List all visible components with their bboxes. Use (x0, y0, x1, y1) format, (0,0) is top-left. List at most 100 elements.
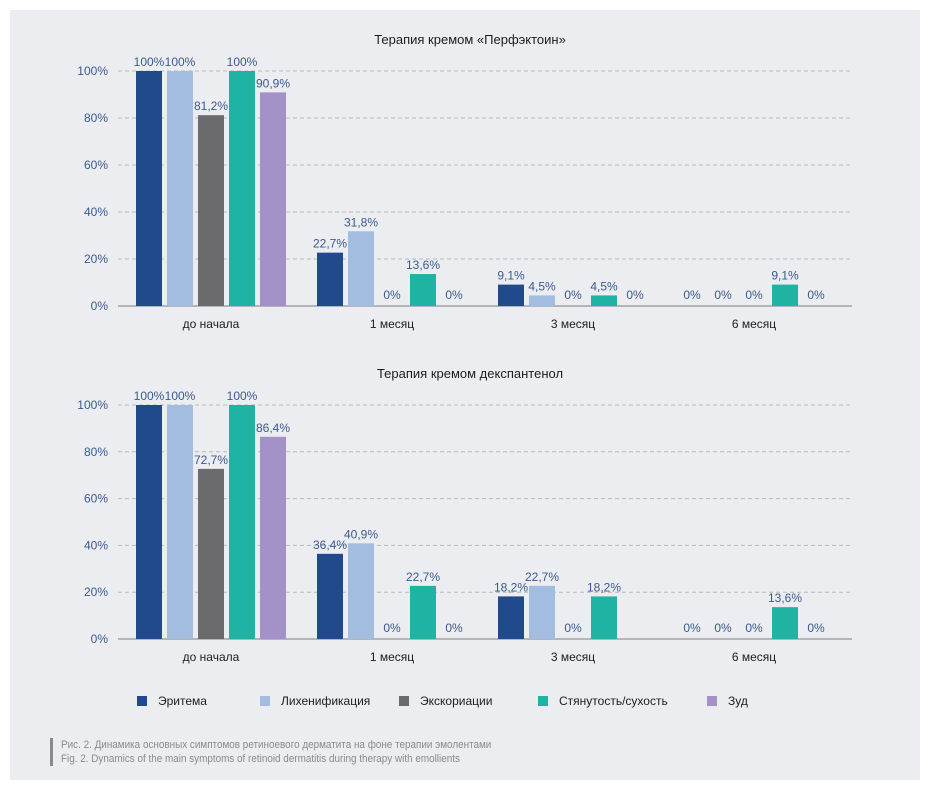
legend-label: Лихенификация (281, 694, 370, 708)
y-tick-label: 20% (84, 252, 108, 266)
bar (410, 274, 436, 306)
category-label: 1 месяц (370, 317, 414, 331)
data-label: 18,2% (494, 580, 528, 594)
legend: Эритема Лихенификация Экскориации Стянутост… (137, 694, 748, 708)
data-label: 22,7% (313, 237, 347, 251)
y-tick-label: 40% (84, 538, 108, 552)
data-label: 72,7% (194, 453, 228, 467)
bar (317, 553, 343, 639)
data-label: 0% (714, 621, 732, 635)
y-tick-label: 100% (77, 64, 108, 78)
bar (136, 405, 162, 639)
y-tick-label: 60% (84, 492, 108, 506)
bar (591, 295, 617, 306)
bar (348, 543, 374, 639)
chart-title: Терапия кремом декспантенол (377, 366, 563, 381)
data-label: 90,9% (256, 76, 290, 90)
data-label: 100% (227, 55, 258, 69)
y-tick-label: 80% (84, 111, 108, 125)
category-label: до начала (183, 317, 240, 331)
data-label: 100% (134, 389, 165, 403)
category-label: 1 месяц (370, 650, 414, 664)
data-label: 86,4% (256, 421, 290, 435)
data-label: 0% (683, 288, 701, 302)
bar (498, 284, 524, 306)
data-label: 13,6% (768, 591, 802, 605)
bar (317, 252, 343, 306)
bar (348, 231, 374, 306)
data-label: 9,1% (497, 269, 525, 283)
data-label: 100% (165, 55, 196, 69)
legend-label: Стянутость/сухость (559, 694, 668, 708)
data-label: 4,5% (590, 279, 618, 293)
category-label: до начала (183, 650, 240, 664)
bar (167, 405, 193, 639)
category-label: 3 месяц (551, 317, 595, 331)
data-label: 0% (683, 621, 701, 635)
legend-swatch (137, 696, 147, 706)
data-label: 81,2% (194, 99, 228, 113)
y-tick-label: 20% (84, 585, 108, 599)
legend-label: Зуд (728, 694, 748, 708)
data-label: 22,7% (406, 570, 440, 584)
y-tick-label: 80% (84, 445, 108, 459)
bar (529, 295, 555, 306)
data-label: 40,9% (344, 527, 378, 541)
figure-caption: Рис. 2. Динамика основных симптомов рети… (50, 738, 539, 766)
data-label: 18,2% (587, 580, 621, 594)
data-label: 0% (745, 288, 763, 302)
bar (260, 436, 286, 639)
data-label: 9,1% (771, 269, 799, 283)
chart-2: Терапия кремом декспантенол 0% 20% 40% 60% 80… (77, 366, 852, 664)
data-label: 100% (227, 389, 258, 403)
legend-swatch (260, 696, 270, 706)
data-label: 0% (445, 621, 463, 635)
data-label: 0% (807, 288, 825, 302)
data-label: 13,6% (406, 258, 440, 272)
bar (229, 71, 255, 306)
category-label: 6 месяц (732, 650, 776, 664)
bar (229, 405, 255, 639)
bar (772, 607, 798, 639)
bar (410, 585, 436, 639)
data-label: 100% (134, 55, 165, 69)
data-label: 0% (714, 288, 732, 302)
caption-en: Fig. 2. Dynamics of the main symptoms of… (61, 753, 460, 765)
data-label: 4,5% (528, 279, 556, 293)
bar (198, 468, 224, 639)
legend-swatch (399, 696, 409, 706)
data-label: 0% (807, 621, 825, 635)
data-label: 0% (445, 288, 463, 302)
category-label: 3 месяц (551, 650, 595, 664)
data-label: 0% (626, 288, 644, 302)
y-tick-label: 40% (84, 205, 108, 219)
y-tick-label: 60% (84, 158, 108, 172)
legend-label: Эритема (158, 694, 207, 708)
legend-swatch (538, 696, 548, 706)
data-label: 0% (745, 621, 763, 635)
bar (260, 92, 286, 306)
bar (529, 585, 555, 639)
y-tick-label: 0% (91, 299, 109, 313)
data-label: 0% (383, 621, 401, 635)
bar (167, 71, 193, 306)
chart-1: Терапия кремом «Перфэктоин» 0% 20% 40% 60% 80… (77, 32, 852, 331)
bar (198, 115, 224, 307)
category-label: 6 месяц (732, 317, 776, 331)
bar (136, 71, 162, 306)
caption-ru: Рис. 2. Динамика основных симптомов рети… (61, 739, 492, 751)
data-label: 0% (383, 288, 401, 302)
data-label: 0% (564, 288, 582, 302)
legend-label: Экскориации (420, 694, 492, 708)
data-label: 22,7% (525, 570, 559, 584)
data-label: 0% (564, 621, 582, 635)
y-tick-label: 100% (77, 398, 108, 412)
chart-title: Терапия кремом «Перфэктоин» (374, 32, 566, 47)
bar (498, 596, 524, 639)
data-label: 31,8% (344, 215, 378, 229)
y-tick-label: 0% (91, 632, 109, 646)
legend-swatch (707, 696, 717, 706)
data-label: 36,4% (313, 538, 347, 552)
data-label: 100% (165, 389, 196, 403)
